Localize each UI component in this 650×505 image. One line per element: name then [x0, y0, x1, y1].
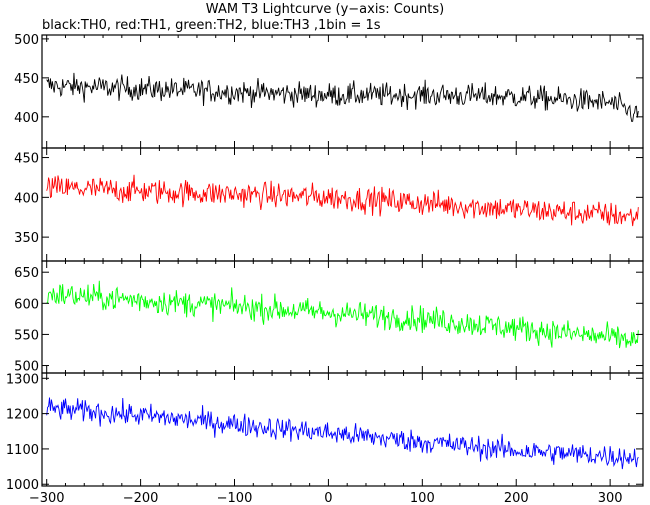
panel-frame-th3 — [41, 372, 644, 487]
chart-subtitle: black:TH0, red:TH1, green:TH2, blue:TH3 … — [42, 18, 381, 33]
y-tick-label: 600 — [14, 297, 39, 312]
y-tick-label: 350 — [14, 231, 39, 246]
series-line-th0 — [46, 72, 639, 122]
panel-frame-th2 — [41, 260, 644, 374]
series-line-th1 — [46, 174, 639, 227]
x-tick-label: −200 — [123, 491, 159, 505]
series-line-th2 — [46, 280, 639, 349]
y-tick-label: 650 — [14, 266, 39, 281]
y-tick-label: 1100 — [6, 443, 39, 458]
y-tick-label: 400 — [14, 111, 39, 126]
x-tick-label: 200 — [504, 491, 529, 505]
series-line-th3 — [46, 397, 639, 470]
x-tick-label: 100 — [410, 491, 435, 505]
y-tick-label: 500 — [14, 360, 39, 375]
x-tick-label: 0 — [324, 491, 332, 505]
x-tick-label: −100 — [217, 491, 253, 505]
y-tick-label: 1300 — [6, 372, 39, 387]
panel-frame-th0 — [41, 34, 644, 149]
x-tick-label: −300 — [29, 491, 65, 505]
y-tick-label: 550 — [14, 328, 39, 343]
y-tick-label: 450 — [14, 72, 39, 87]
y-tick-label: 400 — [14, 191, 39, 206]
y-tick-label: 500 — [14, 33, 39, 48]
panel-frame-th1 — [41, 147, 644, 262]
chart-title: WAM T3 Lightcurve (y−axis: Counts) — [205, 2, 445, 17]
y-tick-label: 1200 — [6, 408, 39, 423]
y-tick-label: 450 — [14, 152, 39, 167]
y-tick-label: 1000 — [6, 478, 39, 493]
x-tick-label: 300 — [598, 491, 623, 505]
